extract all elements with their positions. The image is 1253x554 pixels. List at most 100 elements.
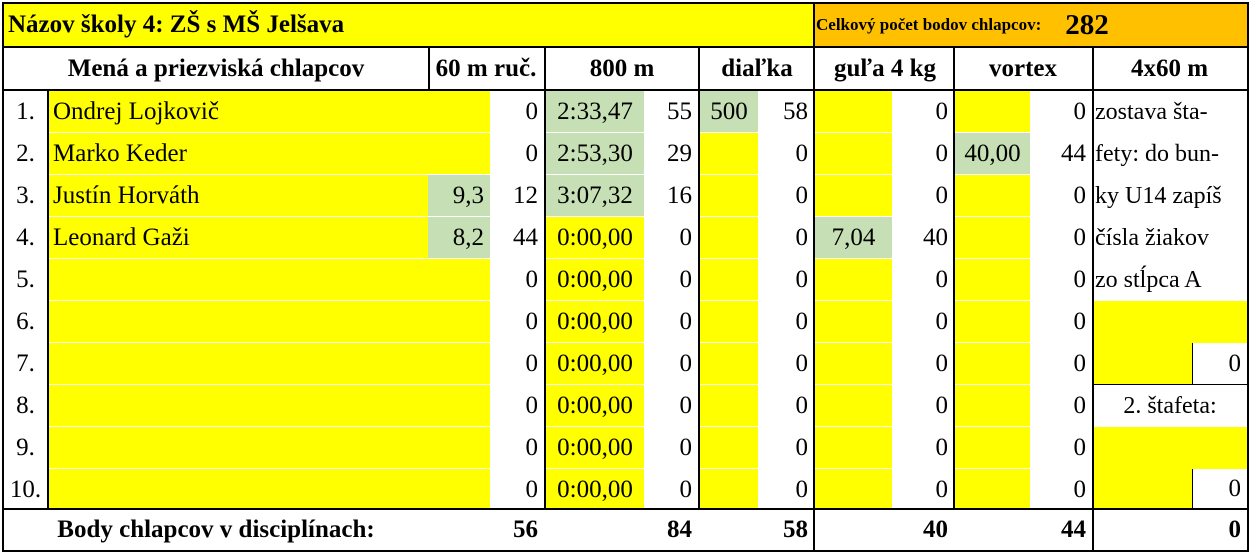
row-number: 9. — [16, 434, 35, 461]
long-jump-distance[interactable] — [700, 343, 758, 384]
vortex-distance[interactable] — [955, 301, 1030, 342]
shot-put-distance[interactable] — [815, 427, 892, 468]
run60-time[interactable]: 9,3 — [428, 175, 490, 216]
run60-points: 0 — [525, 350, 539, 377]
vortex-distance[interactable] — [955, 385, 1030, 426]
shot-put-distance[interactable] — [815, 175, 892, 216]
run60-time[interactable]: 8,2 — [428, 217, 490, 258]
run800-time[interactable]: 3:07,32 — [546, 175, 644, 216]
student-name[interactable] — [49, 343, 428, 384]
run800-time[interactable]: 0:00,00 — [546, 385, 644, 426]
vortex-distance[interactable] — [955, 175, 1030, 216]
vortex-distance[interactable] — [955, 469, 1030, 510]
student-name[interactable] — [49, 301, 428, 342]
header-relay: 4x60 m — [1130, 55, 1209, 82]
vortex-points: 0 — [1073, 392, 1087, 419]
run800-points: 16 — [667, 182, 692, 209]
shot-put-distance[interactable] — [815, 91, 892, 132]
total-shot-put: 40 — [923, 516, 948, 543]
run60-points: 0 — [525, 308, 539, 335]
shot-put-distance[interactable] — [815, 469, 892, 510]
run60-time[interactable] — [428, 301, 490, 342]
run800-time[interactable]: 0:00,00 — [546, 217, 644, 258]
run60-time[interactable] — [428, 469, 490, 510]
total-vortex: 44 — [1061, 516, 1086, 543]
run60-time[interactable] — [428, 427, 490, 468]
vortex-distance[interactable]: 40,00 — [955, 133, 1030, 174]
row-number: 1. — [16, 98, 35, 125]
long-jump-distance[interactable]: 500 — [700, 91, 758, 132]
vortex-points: 0 — [1073, 434, 1087, 461]
long-jump-distance[interactable] — [700, 469, 758, 510]
run800-time[interactable]: 0:00,00 — [546, 259, 644, 300]
total-points-value: 282 — [1065, 8, 1109, 41]
relay2-entry-cell[interactable] — [1093, 469, 1192, 509]
run800-time[interactable]: 2:33,47 — [546, 91, 644, 132]
total-long-jump: 58 — [783, 516, 808, 543]
shot-put-distance[interactable]: 7,04 — [815, 217, 892, 258]
shot-put-points: 0 — [935, 140, 949, 167]
run800-time[interactable]: 0:00,00 — [546, 427, 644, 468]
vortex-distance[interactable] — [955, 91, 1030, 132]
row-number: 7. — [16, 350, 35, 377]
run800-time[interactable]: 0:00,00 — [546, 301, 644, 342]
student-name[interactable] — [49, 469, 428, 510]
run800-points: 0 — [679, 224, 693, 251]
relay-note-line: čísla žiakov — [1095, 224, 1209, 251]
long-jump-distance[interactable] — [700, 385, 758, 426]
totals-label: Body chlapcov v disciplínach: — [57, 516, 375, 543]
shot-put-points: 0 — [935, 392, 949, 419]
run60-time[interactable] — [428, 91, 490, 132]
run800-points: 29 — [667, 140, 692, 167]
relay2-entry-cell[interactable] — [1093, 427, 1247, 469]
header-60m: 60 m ruč. — [435, 55, 537, 82]
run60-points: 12 — [513, 182, 538, 209]
long-jump-distance[interactable] — [700, 217, 758, 258]
long-jump-distance[interactable] — [700, 175, 758, 216]
student-name[interactable]: Marko Keder — [49, 133, 428, 174]
vortex-points: 0 — [1073, 308, 1087, 335]
student-name[interactable] — [49, 259, 428, 300]
vortex-points: 0 — [1073, 266, 1087, 293]
grid-line — [2, 2, 4, 552]
shot-put-distance[interactable] — [815, 133, 892, 174]
run60-time[interactable] — [428, 343, 490, 384]
run60-points: 0 — [525, 140, 539, 167]
relay2-label: 2. štafeta: — [1123, 392, 1217, 419]
run60-time[interactable] — [428, 259, 490, 300]
long-jump-distance[interactable] — [700, 259, 758, 300]
vortex-distance[interactable] — [955, 343, 1030, 384]
student-name[interactable]: Ondrej Lojkovič — [49, 91, 428, 132]
long-jump-points: 0 — [795, 140, 809, 167]
vortex-distance[interactable] — [955, 217, 1030, 258]
grid-line — [953, 46, 955, 510]
vortex-distance[interactable] — [955, 259, 1030, 300]
relay1-entry-cell[interactable] — [1093, 343, 1192, 384]
run800-time[interactable]: 0:00,00 — [546, 469, 644, 510]
run60-points: 0 — [525, 392, 539, 419]
shot-put-distance[interactable] — [815, 385, 892, 426]
relay-note-line: zo stĺpca A — [1095, 266, 1202, 293]
student-name[interactable]: Leonard Gaži — [49, 217, 428, 258]
student-name[interactable] — [49, 427, 428, 468]
long-jump-distance[interactable] — [700, 427, 758, 468]
grid-line — [2, 550, 1249, 552]
vortex-points: 0 — [1073, 350, 1087, 377]
long-jump-distance[interactable] — [700, 133, 758, 174]
run60-time[interactable] — [428, 133, 490, 174]
grid-line — [2, 508, 1249, 510]
shot-put-distance[interactable] — [815, 301, 892, 342]
relay1-entry-cell[interactable] — [1093, 301, 1247, 343]
school-name-cell[interactable]: Názov školy 4: ZŠ s MŠ Jelšava — [4, 4, 814, 46]
long-jump-distance[interactable] — [700, 301, 758, 342]
run800-time[interactable]: 0:00,00 — [546, 343, 644, 384]
student-name[interactable]: Justín Horváth — [49, 175, 428, 216]
run60-time[interactable] — [428, 385, 490, 426]
shot-put-points: 0 — [935, 350, 949, 377]
student-name[interactable] — [49, 385, 428, 426]
shot-put-distance[interactable] — [815, 259, 892, 300]
vortex-distance[interactable] — [955, 427, 1030, 468]
run800-time[interactable]: 2:53,30 — [546, 133, 644, 174]
shot-put-distance[interactable] — [815, 343, 892, 384]
